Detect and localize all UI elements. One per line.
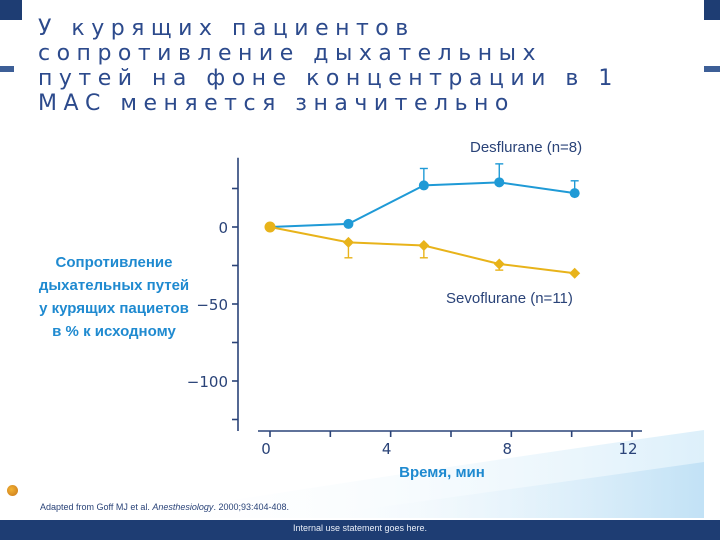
decor-swoosh [300, 462, 704, 518]
source-citation: Adapted from Goff MJ et al. Anesthesiolo… [40, 502, 289, 512]
title-line: сопротивление дыхательных [38, 41, 542, 66]
frame-right-band [704, 66, 720, 72]
data-point [569, 267, 581, 279]
logo-icon [7, 485, 18, 496]
y-axis-label-line: Сопротивление [56, 254, 173, 271]
series-label: Sevoflurane (n=11) [446, 290, 573, 307]
title-line: МАС меняется значительно [38, 91, 515, 116]
slide-title: У курящих пациентов сопротивление дыхател… [38, 16, 688, 116]
x-tick-label: 4 [382, 440, 392, 458]
y-axis-label: Сопротивление дыхательных путей у курящих … [39, 254, 189, 340]
footer-statement: Internal use statement goes here. [292, 523, 428, 533]
y-axis-label-line: у курящих пациетов [39, 300, 189, 317]
series-1: Sevoflurane (n=11) [264, 221, 581, 307]
data-point [569, 188, 580, 199]
data-point [418, 239, 430, 251]
content-panel [14, 20, 704, 518]
title-line: путей на фоне концентрации в 1 [38, 66, 619, 91]
frame-bottom-bar [0, 520, 720, 540]
frame-top-left [0, 0, 22, 20]
x-axis-label: Время, мин [399, 464, 485, 481]
data-point [342, 236, 354, 248]
series-0: Desflurane (n=8) [265, 139, 582, 232]
series-label: Desflurane (n=8) [470, 139, 582, 156]
data-point [493, 258, 505, 270]
axes: 0 −50 −100 0 4 8 12 [187, 157, 642, 458]
data-point [494, 177, 505, 188]
data-point [343, 218, 354, 229]
series-line [269, 226, 575, 275]
x-tick-label: 0 [261, 440, 271, 458]
y-tick-label: −50 [196, 296, 228, 314]
y-axis-label-line: дыхательных путей [39, 277, 189, 294]
series-layer: Desflurane (n=8) Sevoflurane (n=11) [264, 139, 582, 307]
y-tick-label: 0 [218, 219, 228, 237]
source-prefix: Adapted from Goff MJ et al. [40, 502, 153, 512]
data-point [418, 180, 429, 191]
title-line: У курящих пациентов [38, 16, 415, 41]
source-suffix: . 2000;93:404-408. [213, 502, 290, 512]
frame-top-right [704, 0, 720, 20]
x-tick-label: 12 [618, 440, 637, 458]
source-journal: Anesthesiology [152, 502, 214, 512]
origin-point [264, 221, 276, 233]
y-axis-label-line: в % к исходному [52, 323, 176, 340]
x-tick-label: 8 [503, 440, 513, 458]
y-tick-label: −100 [187, 373, 228, 391]
